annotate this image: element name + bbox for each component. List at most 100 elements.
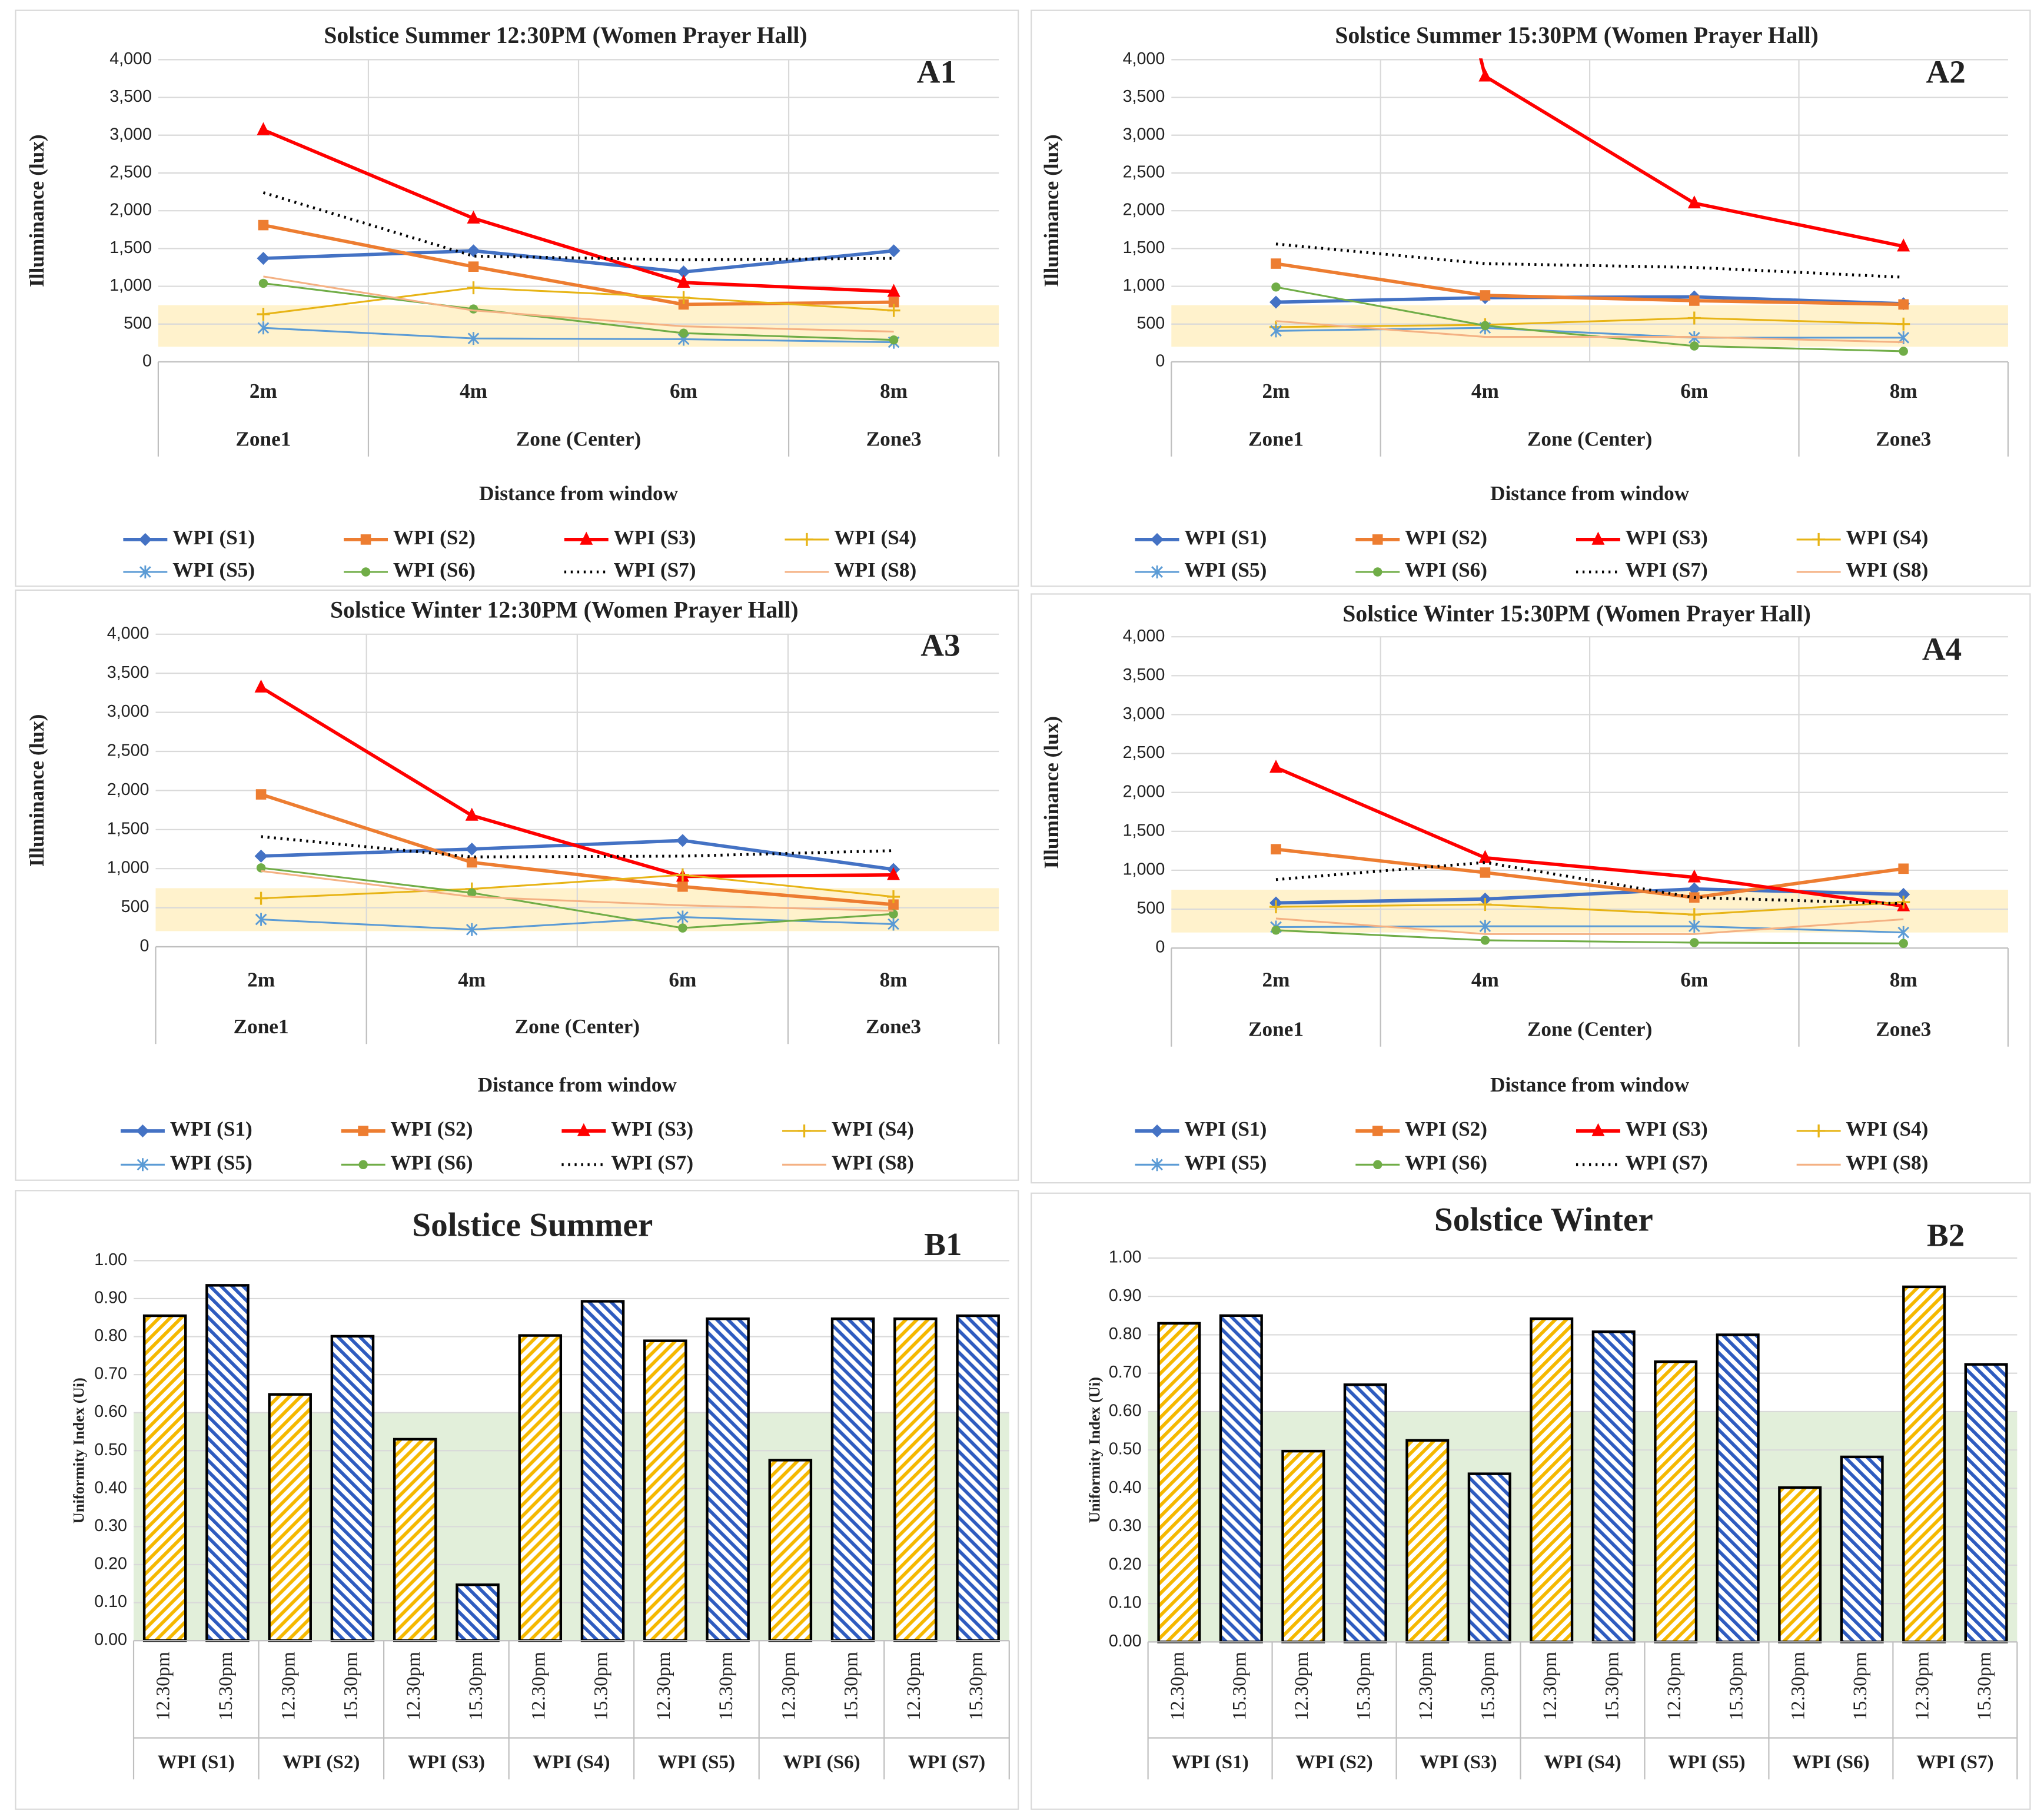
marker [677, 265, 690, 279]
y-tick-label: 0.70 [94, 1365, 127, 1383]
marker [1897, 926, 1910, 939]
x-tick-label: 6m [669, 969, 696, 991]
series-line [1275, 929, 1904, 944]
x-tick-label: 2m [1262, 969, 1289, 991]
marker [887, 867, 900, 880]
marker [1687, 311, 1701, 325]
x-sub-label: 15.30pm [466, 1652, 487, 1721]
marker [1478, 898, 1492, 911]
legend-label: WPI (S7) [1626, 558, 1708, 581]
marker [254, 891, 268, 905]
legend-label: WPI (S5) [170, 1151, 252, 1174]
bar [1840, 1455, 1884, 1643]
marker [1687, 882, 1701, 896]
marker [466, 923, 478, 936]
x-axis-title: Distance from window [479, 482, 679, 505]
x-tick-label: 6m [1680, 969, 1708, 991]
chart-panel: Solstice Winter B2 Uniformity Index (Ui) 0.… [1031, 1192, 2031, 1810]
marker [467, 888, 477, 898]
series-line [1275, 917, 1904, 935]
x-sub-label: 12.30pm [1912, 1652, 1933, 1721]
y-tick-label: 1,000 [1123, 276, 1165, 295]
y-tick-label: 4,000 [1123, 627, 1165, 646]
y-tick-label: 0.10 [94, 1592, 127, 1611]
y-tick-label: 1,500 [107, 819, 149, 838]
zone-label: Zone (Center) [1527, 427, 1652, 450]
x-group-label: WPI (S6) [783, 1752, 860, 1773]
legend-label: WPI (S4) [1846, 526, 1928, 549]
y-tick-label: 2,500 [1123, 163, 1165, 182]
marker [1270, 324, 1282, 338]
x-sub-label: 12.30pm [1415, 1652, 1437, 1721]
series-line [260, 793, 894, 907]
series-line [262, 128, 894, 294]
y-tick-label: 0.90 [94, 1289, 127, 1307]
marker [1373, 1160, 1382, 1169]
bar [643, 1339, 687, 1642]
bar [768, 1459, 813, 1642]
plot-area [1269, 760, 1910, 948]
x-sub-label: 15.30pm [591, 1652, 612, 1721]
marker [1478, 850, 1492, 863]
legend-label: WPI (S5) [1184, 1151, 1267, 1174]
series-line [263, 327, 894, 344]
legend-label: WPI (S3) [1626, 1117, 1708, 1140]
bar [580, 1300, 625, 1642]
marker [1687, 195, 1701, 209]
series-line [261, 870, 894, 912]
marker [257, 321, 270, 335]
series-line [1275, 317, 1904, 328]
x-group-label: WPI (S1) [1171, 1752, 1248, 1773]
zone-label: Zone (Center) [515, 1015, 640, 1038]
bar [268, 1393, 312, 1642]
y-tick-label: 0.00 [1109, 1632, 1142, 1651]
y-tick-label: 4,000 [1123, 49, 1165, 68]
chart-panel: Solstice Summer 12:30PM (Women Prayer Ha… [15, 9, 1019, 587]
y-axis-title: Illuminance (lux) [25, 134, 48, 287]
x-sub-label: 12.30pm [528, 1652, 549, 1721]
x-group-label: WPI (S5) [1668, 1752, 1745, 1773]
marker [1480, 321, 1490, 331]
marker [887, 304, 900, 317]
y-tick-label: 0.20 [1109, 1555, 1142, 1573]
y-tick-label: 0.30 [1109, 1516, 1142, 1535]
marker [1372, 534, 1383, 545]
x-group-label: WPI (S2) [282, 1752, 360, 1773]
y-tick-label: 4,000 [109, 49, 152, 68]
x-sub-label: 15.30pm [716, 1652, 737, 1721]
marker [1480, 867, 1491, 878]
marker [1478, 68, 1492, 82]
marker [677, 910, 689, 924]
marker [1690, 938, 1699, 947]
y-tick-label: 0.80 [1109, 1325, 1142, 1343]
legend-label: WPI (S3) [611, 1117, 693, 1140]
marker [678, 923, 687, 933]
x-group-label: WPI (S4) [533, 1752, 610, 1773]
x-sub-label: 15.30pm [841, 1652, 862, 1721]
y-tick-label: 1.00 [94, 1250, 127, 1269]
y-tick-label: 4,000 [107, 624, 149, 643]
x-axis-title: Distance from window [1490, 1073, 1690, 1096]
marker [1812, 533, 1826, 546]
x-sub-label: 15.30pm [1601, 1652, 1623, 1721]
marker [358, 1160, 368, 1169]
y-tick-label: 2,500 [109, 163, 152, 182]
bar [1778, 1486, 1822, 1643]
x-axis-title: Distance from window [478, 1073, 677, 1096]
y-tick-label: 500 [121, 897, 149, 916]
y-tick-label: 3,500 [1123, 87, 1165, 106]
y-tick-label: 500 [1136, 899, 1165, 918]
y-axis-title: Uniformity Index (Ui) [70, 1378, 88, 1523]
y-tick-label: 0.70 [1109, 1363, 1142, 1382]
marker [677, 274, 690, 288]
y-tick-label: 0.90 [1109, 1286, 1142, 1305]
series-line [1275, 901, 1904, 916]
marker [1479, 920, 1491, 933]
chart-title: Solstice Summer 15:30PM (Women Prayer Ha… [1335, 22, 1818, 48]
marker [887, 284, 900, 297]
legend-label: WPI (S6) [1405, 558, 1487, 581]
bar [1467, 1472, 1511, 1643]
bar [205, 1284, 250, 1642]
zone-label: Zone3 [866, 427, 922, 450]
zone-label: Zone1 [234, 1015, 289, 1038]
